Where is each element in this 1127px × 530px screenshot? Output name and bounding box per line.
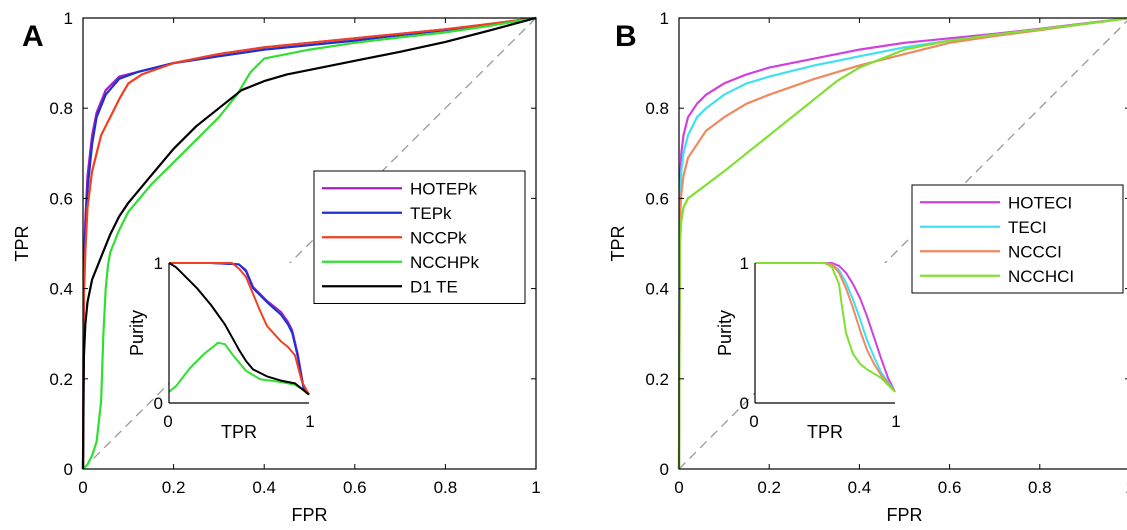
y-tick-label: 0 xyxy=(64,460,73,479)
legend-label: HOTEPk xyxy=(410,179,478,198)
inset-series-line-d1-te xyxy=(168,262,310,396)
y-tick-label: 0.8 xyxy=(645,99,669,118)
legend-label: HOTECI xyxy=(1008,193,1072,212)
legend-label: NCCPk xyxy=(410,228,467,247)
diagonal-reference-line xyxy=(678,20,1127,470)
legend-label: TEPk xyxy=(410,204,452,223)
x-tick-label: 0.4 xyxy=(848,478,872,497)
series-line-ncchci xyxy=(677,17,1127,470)
inset-x-tick-label: 1 xyxy=(305,412,314,431)
inset-y-axis-label: Purity xyxy=(715,310,735,356)
inset-y-tick-label: 0 xyxy=(154,394,163,413)
inset-y-axis-label: Purity xyxy=(127,310,147,356)
x-tick-label: 1 xyxy=(1125,478,1127,497)
inset-chart: 0 1 0 1 TPR Purity xyxy=(715,254,901,442)
inset-x-axis-label: TPR xyxy=(807,422,843,442)
panel-b: 0 0.2 0.4 0.6 0.8 1 0 0.2 0.4 0.6 0.8 1 FPR TPR B HOTEC… xyxy=(608,9,1127,525)
panel-a: 0 0.2 0.4 0.6 0.8 1 0 0.2 0.4 0.6 0.8 1 FPR TPR A HOTEP… xyxy=(12,9,541,525)
x-tick-label: 0.2 xyxy=(757,478,781,497)
x-axis-label: FPR xyxy=(887,505,923,525)
inset-x-tick-label: 1 xyxy=(891,412,900,431)
series-line-ncchpk xyxy=(82,16,537,470)
x-tick-label: 0.2 xyxy=(162,478,186,497)
y-tick-label: 0.4 xyxy=(645,280,669,299)
plot-frame xyxy=(678,17,1127,470)
legend-label: NCCHCI xyxy=(1008,267,1074,286)
y-tick-label: 0.4 xyxy=(49,280,73,299)
y-tick-label: 0.2 xyxy=(645,370,669,389)
plot-frame xyxy=(82,17,537,470)
y-tick-label: 0 xyxy=(660,460,669,479)
inset-chart: 0 1 0 1 TPR Purity xyxy=(127,254,315,442)
inset-x-tick-label: 0 xyxy=(163,412,172,431)
y-tick-label: 1 xyxy=(64,9,73,28)
x-tick-label: 0.6 xyxy=(343,478,367,497)
series-line-tepk xyxy=(81,16,537,470)
inset-x-tick-label: 0 xyxy=(749,412,758,431)
inset-series-line-ncchci xyxy=(755,262,896,393)
series-line-nccci xyxy=(677,17,1127,470)
inset-series-line-nccpk xyxy=(169,262,310,396)
y-axis-label: TPR xyxy=(12,225,32,261)
inset-y-tick-label: 1 xyxy=(740,254,749,273)
y-tick-label: 1 xyxy=(660,9,669,28)
x-tick-label: 0 xyxy=(674,478,683,497)
inset-background xyxy=(755,263,895,403)
y-tick-label: 0.6 xyxy=(49,189,73,208)
x-axis-label: FPR xyxy=(292,505,328,525)
legend-label: TECI xyxy=(1008,218,1047,237)
x-tick-label: 0.8 xyxy=(1028,478,1052,497)
legend-label: D1 TE xyxy=(410,277,458,296)
y-tick-label: 0.8 xyxy=(49,99,73,118)
x-tick-label: 0 xyxy=(78,478,87,497)
panel-letter: A xyxy=(22,20,44,53)
diagonal-reference-line xyxy=(82,17,537,470)
y-tick-label: 0.6 xyxy=(645,189,669,208)
inset-y-tick-label: 1 xyxy=(154,254,163,273)
inset-background xyxy=(169,263,309,403)
x-tick-label: 0.4 xyxy=(252,478,276,497)
panel-letter: B xyxy=(615,20,637,53)
x-tick-label: 0.6 xyxy=(938,478,962,497)
y-axis-label: TPR xyxy=(608,225,628,261)
x-tick-label: 1 xyxy=(531,478,540,497)
series-line-d1-te xyxy=(81,16,537,470)
series-line-nccpk xyxy=(81,16,537,470)
inset-y-tick-label: 0 xyxy=(740,394,749,413)
y-tick-label: 0.2 xyxy=(49,370,73,389)
inset-series-line-ncchpk xyxy=(168,341,310,396)
legend-label: NCCHPk xyxy=(410,253,479,272)
x-tick-label: 0.8 xyxy=(434,478,458,497)
inset-x-axis-label: TPR xyxy=(221,422,257,442)
legend-label: NCCCI xyxy=(1008,242,1062,261)
